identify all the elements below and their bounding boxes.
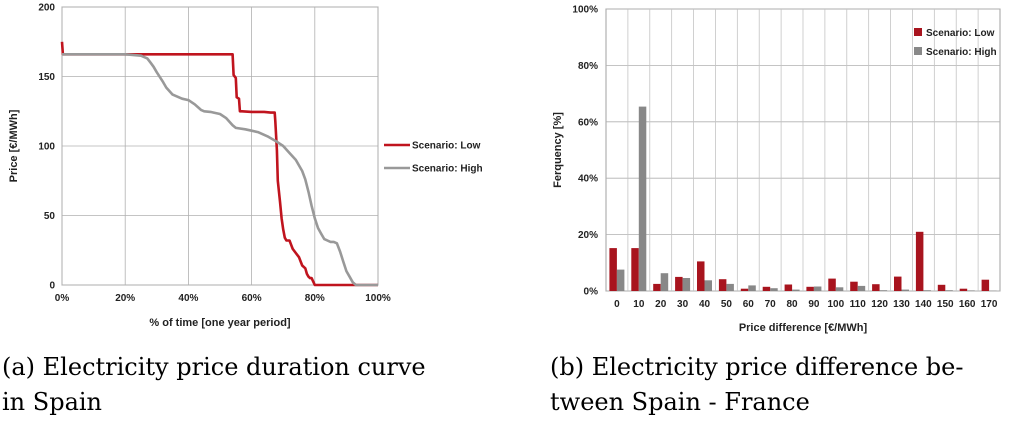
y-axis-title-b: Ferquency [%]	[552, 112, 564, 188]
x-tick-label-b: 170	[981, 299, 998, 310]
x-axis-title-b: Price difference [€/MWh]	[739, 322, 868, 334]
y-tick-label-b: 100%	[572, 5, 598, 16]
price-difference-svg: 0% 20% 40% 60% 80% 100% 0 10 20 30 40 50 60 70 80 90 100…	[552, 5, 1001, 334]
x-tick-label-b: 110	[850, 299, 867, 310]
bar-high	[901, 289, 909, 291]
caption-a-line-2: in Spain	[2, 388, 103, 416]
x-tick-label-b: 60	[743, 299, 755, 310]
bar-low	[631, 248, 639, 291]
legend-label-high: Scenario: High	[926, 47, 997, 58]
y-tick-label-b: 0%	[584, 287, 599, 298]
y-axis-title-a: Price [€/MWh]	[8, 109, 20, 182]
x-tick-label-b: 40	[699, 299, 711, 310]
x-tick-label-b: 140	[915, 299, 932, 310]
y-tick-label-b: 20%	[578, 230, 598, 241]
bar-high	[813, 286, 822, 291]
y-tick-label-a: 0	[49, 281, 55, 292]
caption-b-line-1: (b) Electricity price difference be-	[550, 353, 964, 381]
y-tick-label-a: 200	[38, 3, 55, 14]
x-tick-label-a: 0%	[55, 293, 70, 304]
bar-high	[704, 280, 712, 291]
bar-low	[718, 279, 727, 291]
bar-low	[609, 248, 617, 291]
bar-low	[872, 284, 880, 291]
bar-high	[835, 287, 844, 291]
caption-b-line-2: tween Spain - France	[550, 388, 810, 416]
legend-label-high: Scenario: High	[412, 164, 483, 175]
caption-a: (a) Electricity price duration curve in …	[2, 350, 462, 420]
caption-b: (b) Electricity price difference be- twe…	[550, 350, 990, 420]
bar-low	[915, 231, 924, 291]
bar-low	[937, 284, 946, 291]
bar-high	[945, 290, 953, 291]
price-duration-chart: 0 50 100 150 200 0% 20% 40% 60% 80% 100% % of time …	[0, 0, 505, 340]
bar-high	[857, 285, 866, 291]
bar-low	[653, 283, 661, 291]
x-axis-title-a: % of time [one year period]	[149, 317, 291, 329]
bar-low	[850, 281, 858, 291]
bar-high	[748, 285, 756, 291]
x-tick-label-a: 60%	[242, 293, 262, 304]
x-tick-label-a: 40%	[178, 293, 198, 304]
x-tick-label-b: 10	[633, 299, 645, 310]
bar-low	[828, 278, 836, 291]
x-tick-label-b: 150	[937, 299, 954, 310]
y-tick-label-b: 40%	[578, 174, 598, 185]
bar-high	[792, 289, 800, 291]
x-tick-label-a: 100%	[365, 293, 391, 304]
x-tick-label-b: 70	[765, 299, 777, 310]
bar-low	[784, 284, 793, 291]
legend-label-low: Scenario: Low	[926, 28, 995, 39]
price-difference-chart: 0% 20% 40% 60% 80% 100% 0 10 20 30 40 50 60 70 80 90 100…	[505, 0, 1010, 340]
bar-low	[740, 288, 749, 291]
x-tick-label-b: 0	[614, 299, 620, 310]
x-tick-label-b: 100	[827, 299, 844, 310]
bar-high	[879, 290, 888, 291]
bar-high	[726, 283, 734, 291]
bar-low	[675, 276, 683, 291]
bar-low	[894, 276, 902, 291]
price-duration-svg: 0 50 100 150 200 0% 20% 40% 60% 80% 100% % of time …	[8, 3, 483, 330]
bar-high	[682, 278, 691, 291]
legend-swatch-high	[914, 47, 922, 55]
bar-high	[638, 106, 647, 291]
x-tick-label-a: 20%	[115, 293, 135, 304]
x-tick-label-b: 120	[871, 299, 888, 310]
series-line-high	[62, 52, 378, 287]
x-tick-label-b: 80	[786, 299, 798, 310]
bar-low	[697, 261, 705, 291]
x-tick-label-b: 130	[893, 299, 910, 310]
x-tick-label-b: 20	[655, 299, 667, 310]
bar-low	[806, 286, 814, 291]
bar-low	[981, 279, 990, 291]
y-tick-label-a: 100	[38, 142, 55, 153]
x-tick-label-b: 90	[808, 299, 820, 310]
x-tick-label-b: 30	[677, 299, 689, 310]
y-tick-label-b: 80%	[578, 61, 598, 72]
x-tick-label-b: 160	[959, 299, 976, 310]
y-tick-label-a: 50	[44, 211, 56, 222]
bar-high	[770, 288, 778, 291]
x-tick-label-a: 80%	[305, 293, 325, 304]
y-tick-label-b: 60%	[578, 117, 598, 128]
legend-label-low: Scenario: Low	[412, 141, 481, 152]
legend-swatch-low	[914, 28, 922, 36]
bar-high	[660, 273, 669, 291]
bar-high	[967, 290, 975, 291]
series-line-low	[60, 41, 378, 287]
bar-high	[923, 290, 931, 291]
x-tick-label-b: 50	[721, 299, 733, 310]
bar-low	[762, 286, 771, 291]
caption-a-line-1: (a) Electricity price duration curve	[2, 353, 426, 381]
bar-high	[616, 269, 625, 291]
bar-low	[959, 288, 968, 291]
y-tick-label-a: 150	[38, 72, 55, 83]
